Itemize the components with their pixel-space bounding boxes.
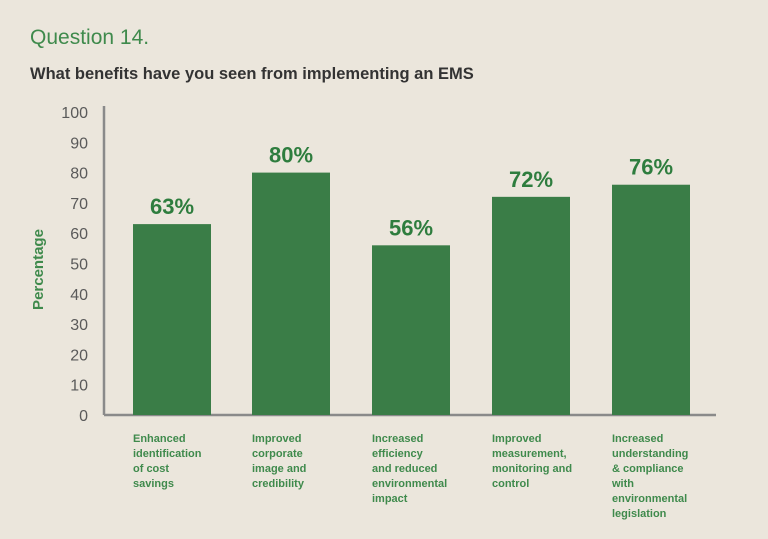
bar [133, 224, 211, 415]
value-label: 63% [150, 194, 194, 219]
y-tick-label: 90 [70, 135, 88, 152]
category-labels-group: Enhanced identification of cost savings Impr… [133, 433, 688, 520]
bar [372, 245, 450, 415]
y-tick-label: 30 [70, 317, 88, 334]
y-tick-label: 100 [61, 105, 88, 122]
y-tick-label: 50 [70, 257, 88, 274]
value-labels-group: 63% 80% 56% 72% 76% [150, 143, 673, 241]
value-label: 76% [629, 155, 673, 180]
bar [252, 172, 330, 415]
y-tick-label: 70 [70, 196, 88, 213]
category-label: Enhanced identification of cost savings [133, 433, 202, 490]
y-tick-label: 0 [79, 408, 88, 425]
category-label: Increased understanding & compliance with en… [611, 433, 688, 520]
category-label: Improved measurement, monitoring and contro… [492, 433, 572, 490]
y-tick-label: 80 [70, 166, 88, 183]
question-number: Question 14. [30, 26, 150, 49]
chart-subtitle: What benefits have you seen from impleme… [30, 65, 474, 83]
bar [492, 196, 570, 415]
y-tick-label: 60 [70, 226, 88, 243]
bar [612, 184, 690, 415]
y-axis-ticks: 0 10 20 30 40 50 60 70 80 90 100 [61, 105, 88, 425]
y-tick-label: 10 [70, 378, 88, 395]
y-axis-label: Percentage [30, 229, 47, 310]
value-label: 56% [389, 215, 433, 240]
y-tick-label: 20 [70, 347, 88, 364]
category-label: Increased efficiency and reduced environmen… [372, 433, 447, 505]
value-label: 80% [269, 143, 313, 168]
value-label: 72% [509, 167, 553, 192]
category-label: Improved corporate image and credibility [252, 433, 306, 490]
bars-group [133, 172, 690, 415]
y-tick-label: 40 [70, 287, 88, 304]
